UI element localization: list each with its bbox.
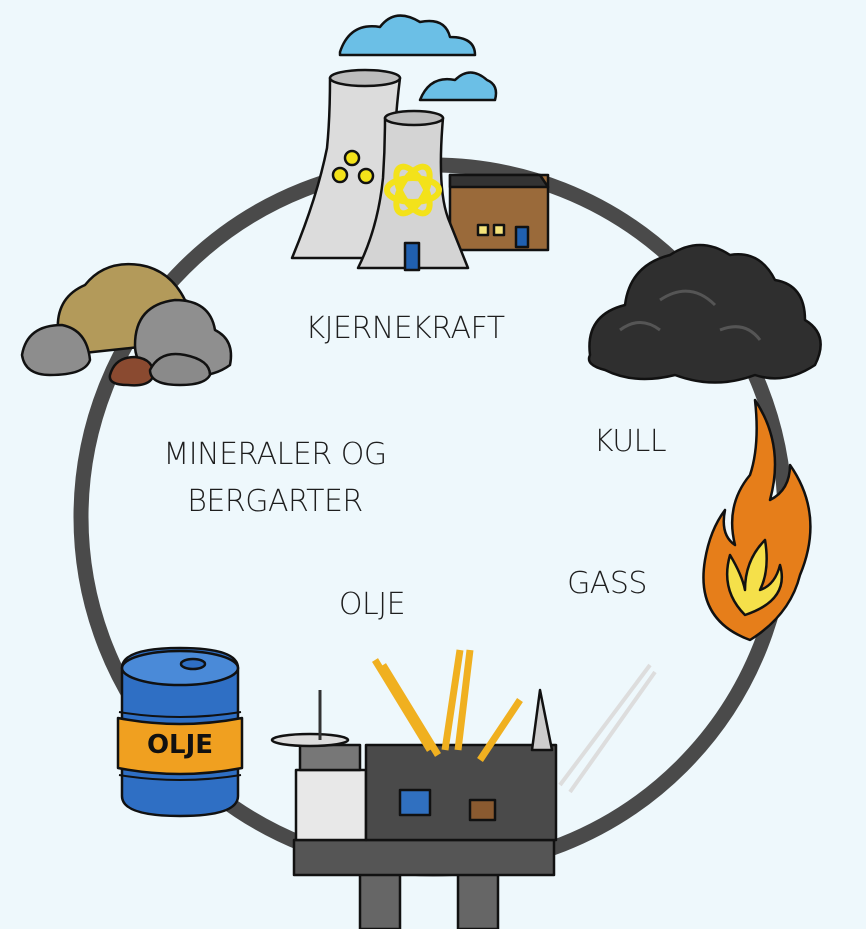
oil-barrel-icon: OLJE <box>118 648 242 816</box>
node-label: KULL <box>594 424 666 459</box>
oil-platform-icon <box>272 650 655 929</box>
nuclear-plant-icon <box>292 16 548 270</box>
node-label: KJERNEKRAFT <box>305 311 504 346</box>
coal-icon <box>589 245 821 383</box>
barrel-label: OLJE <box>147 730 213 760</box>
node-label: BERGARTER <box>187 484 363 519</box>
gas-flame-icon <box>703 400 810 640</box>
page: {"nodes": [ {"label": "KJERNEKRAFT"}, {"… <box>0 0 866 929</box>
node-label: MINERALER OG <box>163 437 386 472</box>
energy-cycle-diagram: OLJE KJERNEKRAFT KULL MINERALER OG BERGA… <box>0 0 866 929</box>
minerals-rocks-icon <box>22 264 231 385</box>
node-label: GASS <box>567 566 647 601</box>
node-label: OLJE <box>339 587 405 622</box>
